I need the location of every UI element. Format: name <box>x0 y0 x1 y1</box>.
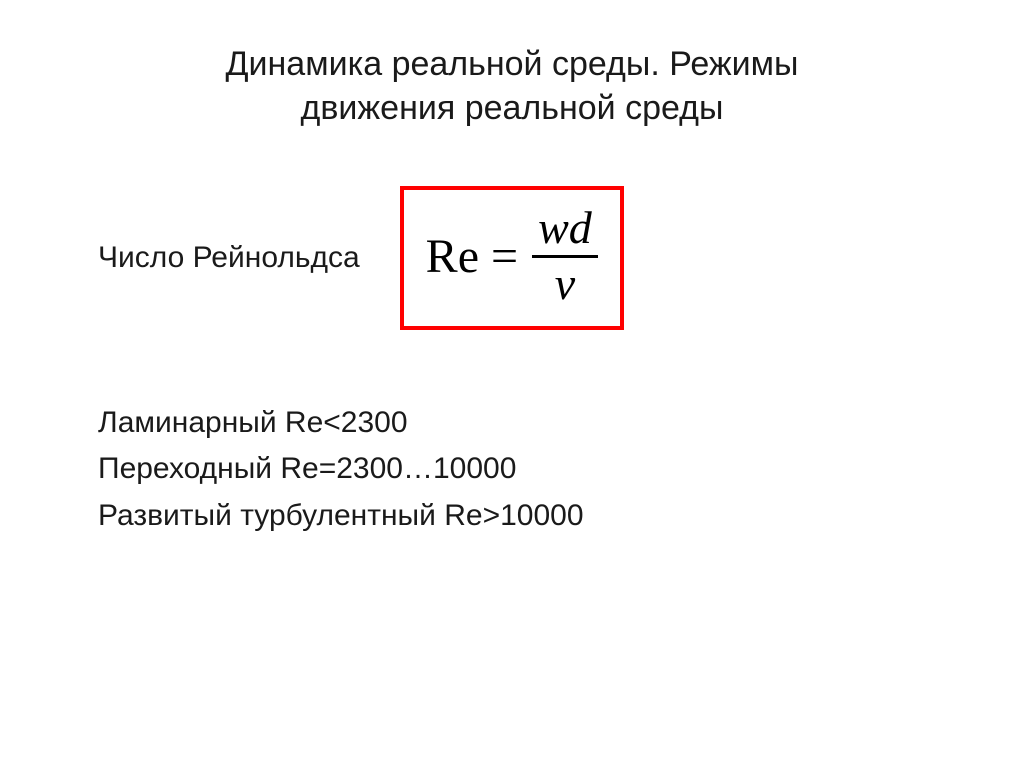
formula-fraction: wd ν <box>532 204 598 308</box>
title-line-2: движения реальной среды <box>301 89 724 127</box>
regime-transitional: Переходный Re=2300…10000 <box>98 446 964 493</box>
formula-denominator: ν <box>549 258 581 308</box>
reynolds-row: Число Рейнольдса Re = wd ν <box>60 186 964 330</box>
formula-numerator: wd <box>532 204 598 254</box>
flow-regimes-list: Ламинарный Re<2300 Переходный Re=2300…10… <box>60 400 964 540</box>
regime-laminar: Ламинарный Re<2300 <box>98 400 964 447</box>
slide-title: Динамика реальной среды. Режимы движения… <box>60 42 964 130</box>
reynolds-label: Число Рейнольдса <box>98 241 360 275</box>
title-line-1: Динамика реальной среды. Режимы <box>226 45 799 83</box>
reynolds-formula-box: Re = wd ν <box>400 186 624 330</box>
regime-turbulent: Развитый турбулентный Re>10000 <box>98 493 964 540</box>
formula-lhs: Re = <box>426 229 518 284</box>
